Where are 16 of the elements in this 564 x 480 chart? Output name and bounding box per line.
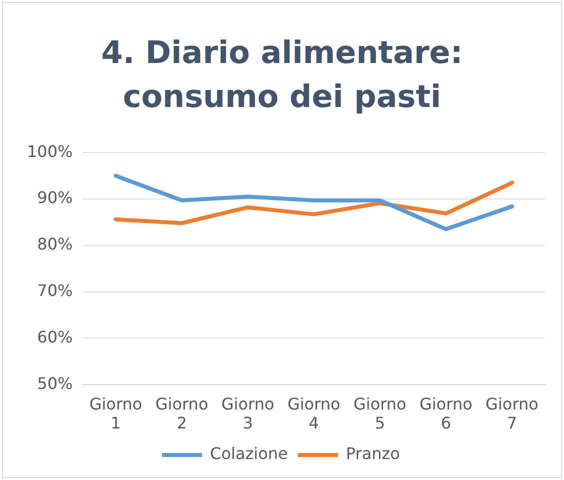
y-tick-label: 90%	[37, 188, 73, 208]
x-tick-label: Giorno 2	[155, 394, 208, 433]
x-tick-label: Giorno 7	[486, 394, 538, 433]
x-tick-label: Giorno 3	[221, 394, 274, 433]
y-tick-label: 80%	[37, 234, 73, 254]
y-tick-label: 70%	[37, 280, 73, 300]
legend-label: Pranzo	[346, 444, 400, 464]
x-tick-label: Giorno 5	[353, 394, 406, 433]
y-tick-label: 50%	[37, 374, 73, 393]
x-tick-label: Giorno 6	[420, 394, 472, 433]
x-tick-label: Giorno 1	[89, 394, 142, 433]
y-tick-label: 100%	[26, 142, 73, 161]
y-tick-label: 60%	[37, 327, 73, 346]
chart-title: 4. Diario alimentare: consumo dei pasti	[100, 34, 464, 117]
legend-label: Colazione	[210, 444, 288, 464]
x-tick-label: Giorno 4	[287, 394, 340, 433]
